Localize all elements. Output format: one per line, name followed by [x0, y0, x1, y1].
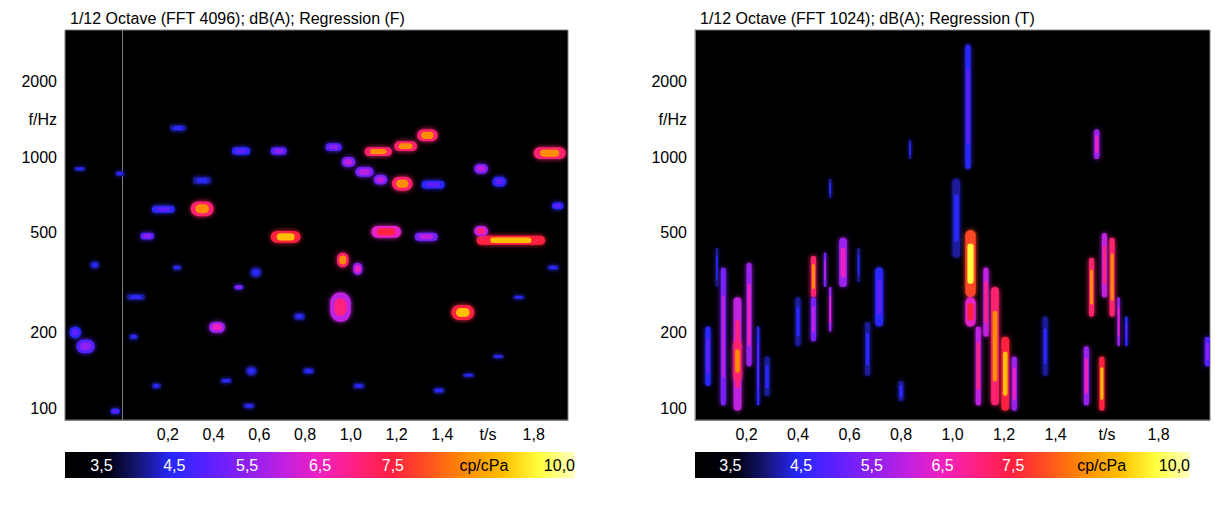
svg-text:1,4: 1,4	[431, 426, 453, 443]
svg-text:6,5: 6,5	[309, 457, 331, 474]
svg-text:0,4: 0,4	[787, 426, 809, 443]
svg-text:6,5: 6,5	[931, 457, 953, 474]
svg-text:1,2: 1,2	[385, 426, 407, 443]
svg-text:1,0: 1,0	[340, 426, 362, 443]
svg-text:1,0: 1,0	[941, 426, 963, 443]
svg-text:cp/cPa: cp/cPa	[459, 457, 508, 474]
svg-text:10,0: 10,0	[1159, 457, 1190, 474]
svg-text:2000: 2000	[21, 73, 57, 90]
svg-text:7,5: 7,5	[1002, 457, 1024, 474]
svg-text:2000: 2000	[651, 73, 687, 90]
svg-text:0,8: 0,8	[294, 426, 316, 443]
svg-text:0,2: 0,2	[735, 426, 757, 443]
svg-text:0,6: 0,6	[248, 426, 270, 443]
svg-text:t/s: t/s	[480, 426, 497, 443]
svg-text:0,6: 0,6	[838, 426, 860, 443]
svg-text:10,0: 10,0	[544, 457, 575, 474]
svg-text:7,5: 7,5	[382, 457, 404, 474]
svg-text:4,5: 4,5	[790, 457, 812, 474]
svg-text:500: 500	[30, 224, 57, 241]
svg-text:1,8: 1,8	[523, 426, 545, 443]
svg-text:cp/cPa: cp/cPa	[1077, 457, 1126, 474]
svg-text:0,8: 0,8	[890, 426, 912, 443]
svg-text:1/12 Octave (FFT 1024); dB(A);: 1/12 Octave (FFT 1024); dB(A); Regressio…	[700, 10, 1035, 27]
svg-text:5,5: 5,5	[861, 457, 883, 474]
svg-text:200: 200	[660, 324, 687, 341]
svg-text:1,4: 1,4	[1044, 426, 1066, 443]
svg-text:500: 500	[660, 224, 687, 241]
svg-text:100: 100	[660, 400, 687, 417]
svg-text:1/12 Octave (FFT 4096); dB(A);: 1/12 Octave (FFT 4096); dB(A); Regressio…	[70, 10, 405, 27]
svg-text:f/Hz: f/Hz	[659, 111, 687, 128]
svg-text:4,5: 4,5	[163, 457, 185, 474]
svg-text:1000: 1000	[21, 149, 57, 166]
svg-text:0,2: 0,2	[157, 426, 179, 443]
svg-text:3,5: 3,5	[90, 457, 112, 474]
svg-text:3,5: 3,5	[719, 457, 741, 474]
svg-text:200: 200	[30, 324, 57, 341]
svg-text:1,2: 1,2	[993, 426, 1015, 443]
svg-text:f/Hz: f/Hz	[29, 111, 57, 128]
svg-text:5,5: 5,5	[236, 457, 258, 474]
svg-text:0,4: 0,4	[202, 426, 224, 443]
svg-text:t/s: t/s	[1099, 426, 1116, 443]
svg-text:1000: 1000	[651, 149, 687, 166]
svg-text:1,8: 1,8	[1147, 426, 1169, 443]
svg-text:100: 100	[30, 400, 57, 417]
